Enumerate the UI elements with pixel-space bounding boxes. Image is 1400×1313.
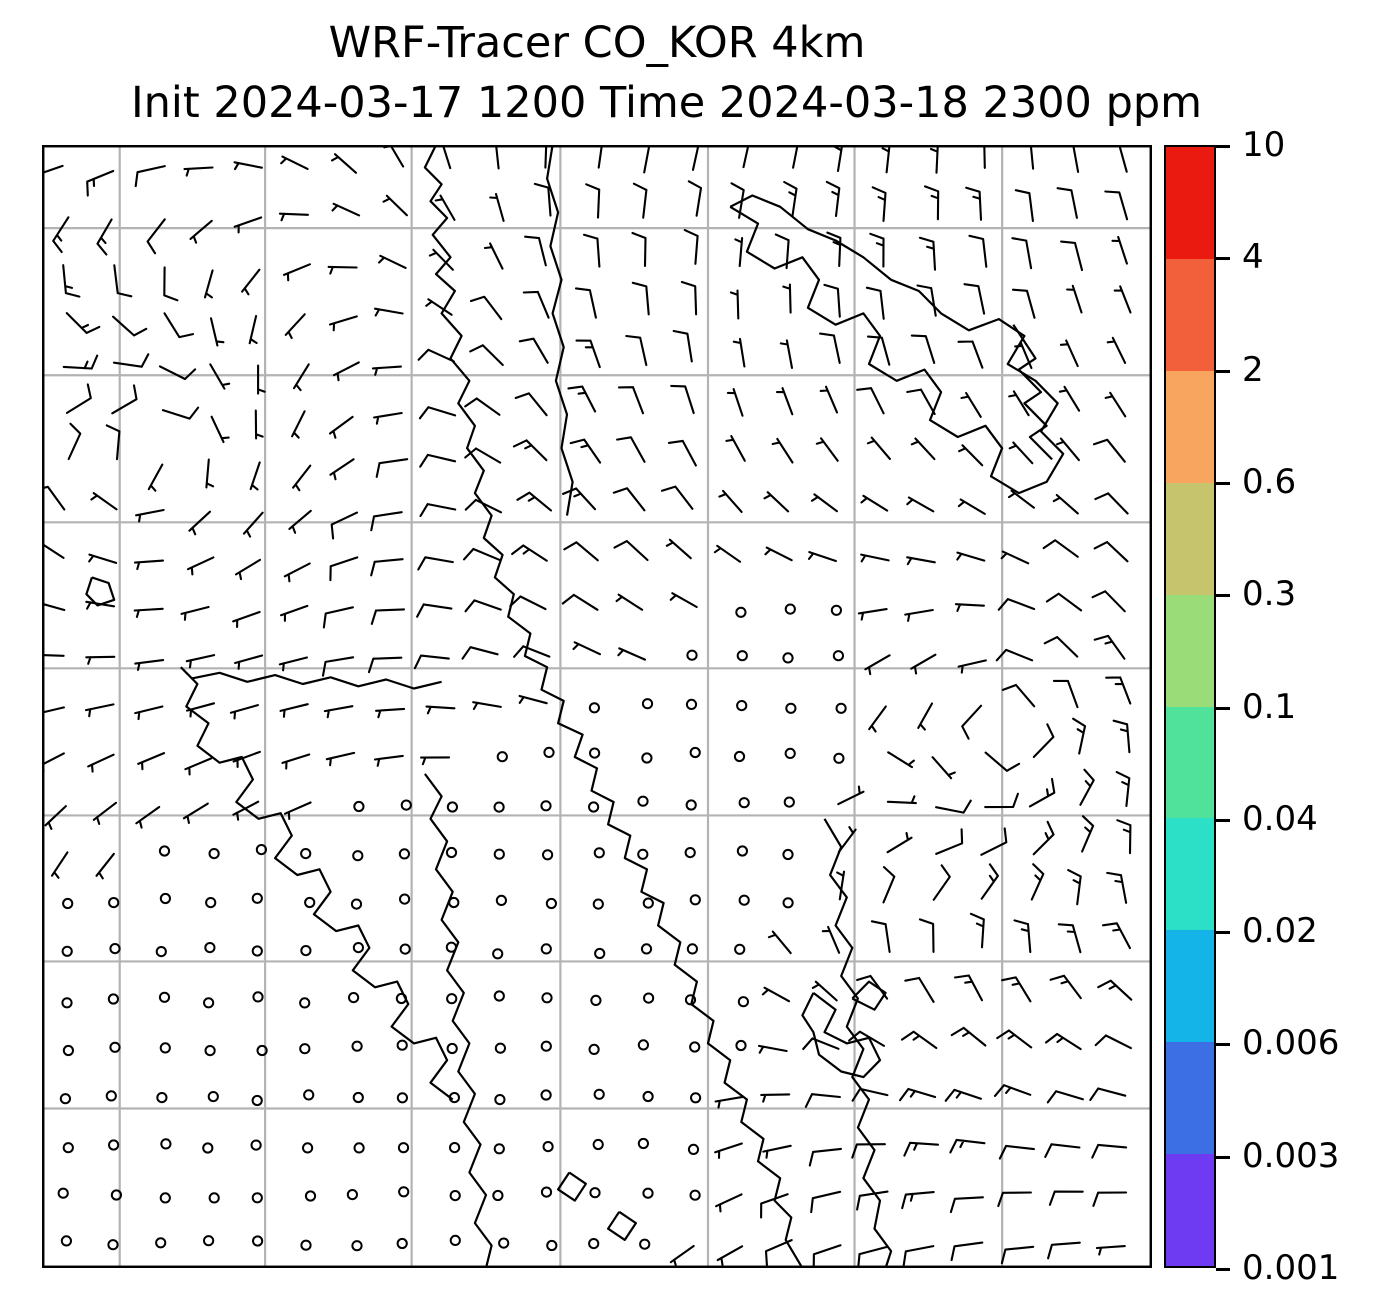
colorbar-tick-label: 0.006 bbox=[1242, 1023, 1340, 1064]
colorbar-tick-label: 0.6 bbox=[1242, 461, 1297, 502]
colorbar-tick-label: 0.003 bbox=[1242, 1135, 1340, 1176]
map-plot-area bbox=[42, 145, 1152, 1268]
colorbar-tick-label: 0.3 bbox=[1242, 574, 1297, 615]
colorbar-tick-mark bbox=[1216, 706, 1230, 710]
colorbar-segment bbox=[1166, 818, 1214, 931]
colorbar-segment bbox=[1166, 258, 1214, 371]
colorbar-tick-mark bbox=[1216, 1043, 1230, 1047]
colorbar-tick-label: 2 bbox=[1242, 349, 1264, 390]
colorbar-tick-mark bbox=[1216, 1268, 1230, 1271]
plot-title: WRF-Tracer CO_KOR 4km bbox=[328, 18, 866, 68]
colorbar-tick-label: 0.1 bbox=[1242, 686, 1297, 727]
colorbar-segment bbox=[1166, 594, 1214, 707]
colorbar-tick-mark bbox=[1216, 818, 1230, 822]
colorbar-segment bbox=[1166, 1154, 1214, 1267]
colorbar-tick-mark bbox=[1216, 931, 1230, 935]
colorbar-tick-mark bbox=[1216, 594, 1230, 598]
colorbar-segment bbox=[1166, 482, 1214, 595]
colorbar-gradient bbox=[1166, 147, 1214, 1267]
colorbar-tick-labels: 10 4 2 0.6 0.3 0.1 0.04 0.02 0.006 0.003 0.001 bbox=[1216, 125, 1400, 1288]
colorbar-tick-label: 4 bbox=[1242, 237, 1264, 278]
colorbar-tick-mark bbox=[1216, 369, 1230, 373]
colorbar-segment bbox=[1166, 370, 1214, 483]
plot-subtitle: Init 2024-03-17 1200 Time 2024-03-18 230… bbox=[130, 78, 1203, 128]
colorbar-tick-mark bbox=[1216, 257, 1230, 261]
colorbar-segment bbox=[1166, 1042, 1214, 1155]
colorbar-tick-mark bbox=[1216, 481, 1230, 485]
colorbar-tick-label: 10 bbox=[1242, 125, 1286, 165]
colorbar-segment bbox=[1166, 930, 1214, 1043]
colorbar-tick-label: 0.001 bbox=[1242, 1248, 1340, 1288]
colorbar-tick-label: 0.02 bbox=[1242, 911, 1318, 952]
colorbar bbox=[1164, 145, 1216, 1268]
colorbar-tick-mark bbox=[1216, 1155, 1230, 1159]
colorbar-tick-label: 0.04 bbox=[1242, 798, 1318, 839]
colorbar-segment bbox=[1166, 147, 1214, 259]
colorbar-segment bbox=[1166, 706, 1214, 819]
colorbar-tick-mark bbox=[1216, 145, 1230, 148]
